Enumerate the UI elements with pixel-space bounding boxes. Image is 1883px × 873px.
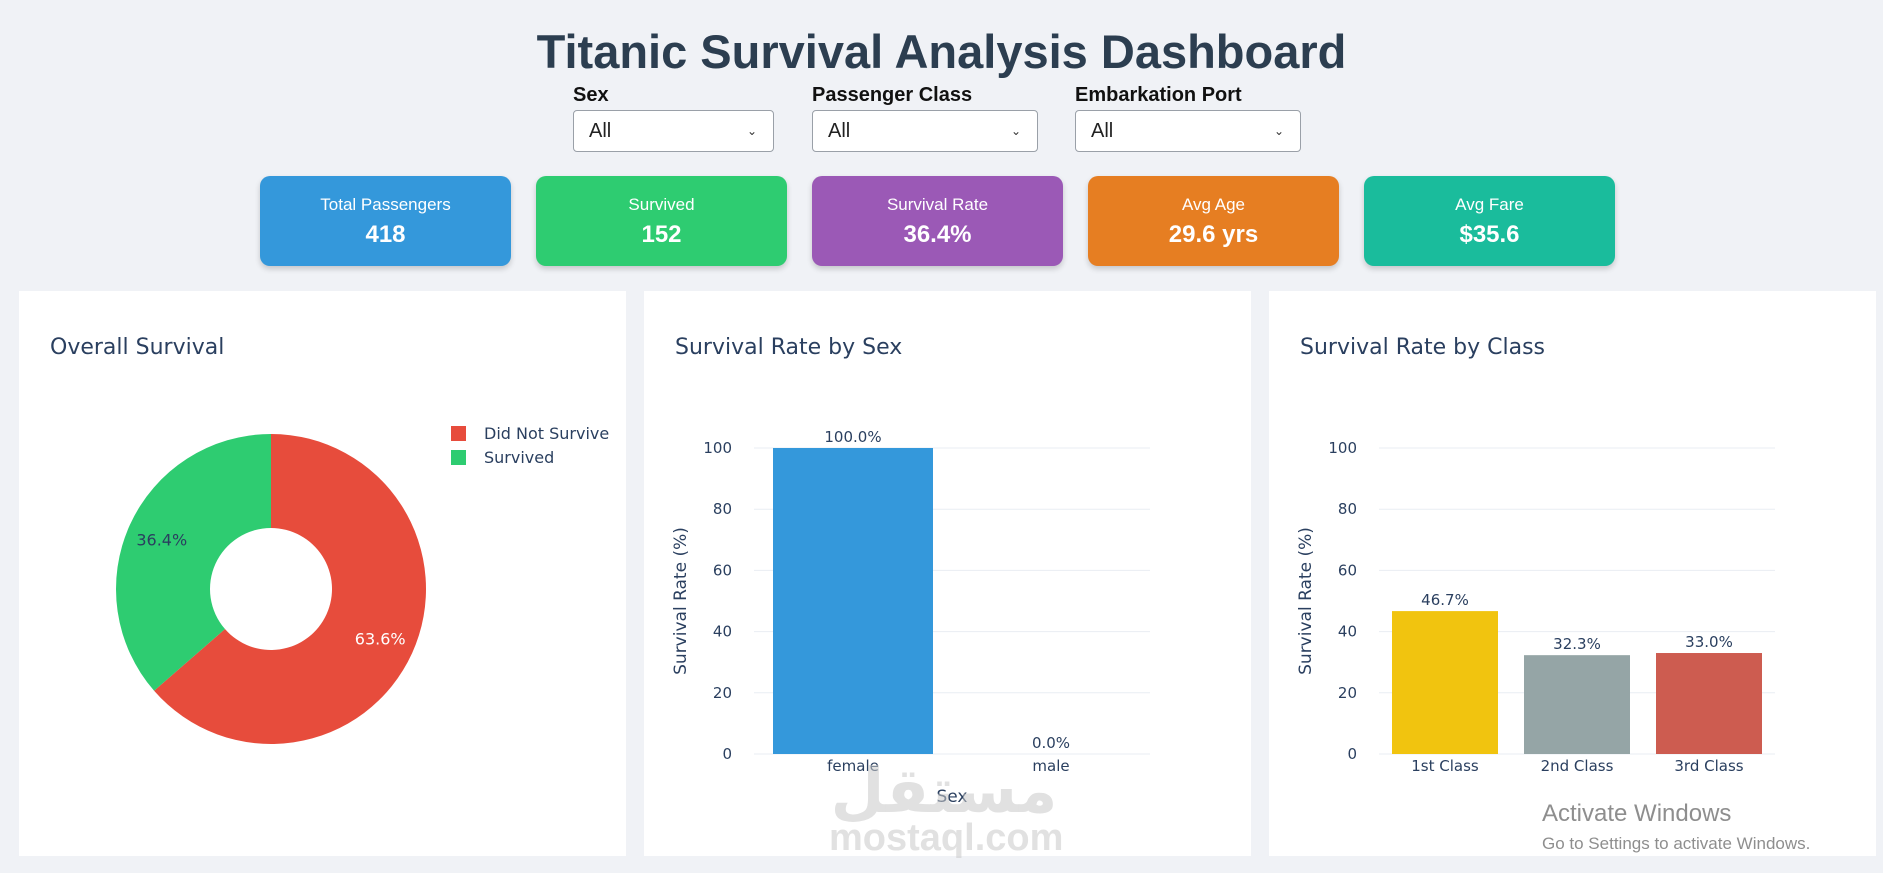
x-tick-label: 3rd Class [1674, 757, 1743, 775]
kpi-label: Survival Rate [886, 195, 989, 214]
y-tick-label: 60 [713, 561, 732, 579]
x-tick-label: female [827, 757, 879, 775]
chevron-down-icon: ⌄ [1010, 124, 1021, 138]
sex-select[interactable]: All ⌄ [573, 110, 774, 152]
legend-entry: Did Not Survive [484, 424, 609, 443]
y-tick-label: 100 [1328, 439, 1357, 457]
chevron-down-icon: ⌄ [1273, 124, 1284, 138]
kpi-label: Avg Fare [1455, 195, 1524, 214]
kpi-avg-fare: Avg Fare $35.6 [1364, 176, 1615, 266]
kpi-value: 36.4% [903, 221, 972, 248]
legend-entry: Survived [484, 448, 554, 467]
y-tick-label: 0 [1347, 745, 1357, 763]
class-filter-label: Passenger Class [812, 84, 973, 106]
kpi-label: Avg Age [1181, 195, 1246, 214]
watermark-arabic: مستقل [830, 754, 1058, 827]
bar-value-label: 32.3% [1553, 635, 1601, 653]
y-tick-label: 20 [1338, 684, 1357, 702]
class-survival-bar-chart: 0 20 40 60 80 100 46.7% 1st Class 32.3% 2nd Class… [1296, 439, 1775, 775]
port-select[interactable]: All ⌄ [1075, 110, 1301, 152]
slice-percent-label: 36.4% [136, 530, 187, 549]
bar-3rd-class [1656, 653, 1762, 754]
kpi-survival-rate: Survival Rate 36.4% [812, 176, 1063, 266]
bar-value-label: 100.0% [824, 428, 881, 446]
bar-female [773, 448, 933, 754]
y-tick-label: 40 [1338, 623, 1357, 641]
legend-swatch [451, 450, 466, 465]
y-tick-label: 20 [713, 684, 732, 702]
x-axis-title: Sex [936, 787, 967, 807]
y-tick-label: 100 [703, 439, 732, 457]
y-axis-title: Survival Rate (%) [1296, 527, 1316, 675]
kpi-value: $35.6 [1459, 221, 1520, 248]
donut-slice-survived [116, 434, 271, 691]
watermark-latin: mostaql.com [829, 817, 1064, 859]
class-select-value: All [828, 119, 851, 142]
bar-1st-class [1392, 611, 1498, 754]
chevron-down-icon: ⌄ [746, 124, 757, 138]
class-survival-card: Survival Rate by Class 0 20 40 60 80 100 46.7%… [1269, 291, 1876, 856]
x-tick-label: male [1032, 757, 1069, 775]
y-tick-label: 60 [1338, 561, 1357, 579]
kpi-value: 152 [641, 221, 682, 248]
sex-survival-card: Survival Rate by Sex 0 20 40 60 80 100 100.0% f… [644, 291, 1251, 856]
sex-select-value: All [589, 119, 612, 142]
sex-filter-label: Sex [573, 84, 609, 106]
dashboard-title: Titanic Survival Analysis Dashboard [536, 25, 1347, 78]
kpi-value: 29.6 yrs [1168, 221, 1259, 248]
bar-2nd-class [1524, 655, 1630, 754]
port-filter-label: Embarkation Port [1075, 84, 1242, 106]
y-tick-label: 80 [1338, 500, 1357, 518]
port-select-value: All [1091, 119, 1114, 142]
kpi-avg-age: Avg Age 29.6 yrs [1088, 176, 1339, 266]
kpi-label: Survived [628, 195, 695, 214]
activate-windows-notice: Activate Windows Go to Settings to activ… [1542, 800, 1810, 854]
chart-title: Overall Survival [50, 335, 225, 360]
chart-title: Survival Rate by Sex [675, 335, 903, 360]
legend-swatch [451, 426, 466, 441]
port-filter: Embarkation Port All ⌄ [1075, 84, 1301, 152]
bar-value-label: 33.0% [1685, 633, 1733, 651]
y-tick-label: 80 [713, 500, 732, 518]
x-tick-label: 1st Class [1411, 757, 1479, 775]
sex-filter: Sex All ⌄ [573, 84, 774, 152]
kpi-survived: Survived 152 [536, 176, 787, 266]
y-tick-label: 40 [713, 623, 732, 641]
mostaql-watermark: مستقل mostaql.com [829, 754, 1064, 860]
bar-value-label: 0.0% [1032, 734, 1070, 752]
slice-percent-label: 63.6% [355, 630, 406, 649]
chart-title: Survival Rate by Class [1300, 335, 1545, 360]
overall-survival-card: Overall Survival 63.6% 36.4% Did Not Survi… [19, 291, 626, 856]
donut-slice-did-not-survive [154, 434, 426, 744]
y-axis-title: Survival Rate (%) [671, 527, 691, 675]
kpi-value: 418 [365, 221, 406, 248]
x-tick-label: 2nd Class [1541, 757, 1614, 775]
activate-windows-title: Activate Windows [1542, 800, 1732, 827]
sex-survival-bar-chart: 0 20 40 60 80 100 100.0% female 0.0% male Survival… [671, 428, 1150, 807]
overall-survival-donut-chart: 63.6% 36.4% Did Not Survive Survived [116, 424, 609, 744]
y-tick-label: 0 [722, 745, 732, 763]
kpi-total-passengers: Total Passengers 418 [260, 176, 511, 266]
activate-windows-subtitle: Go to Settings to activate Windows. [1542, 834, 1811, 853]
bar-value-label: 46.7% [1421, 591, 1469, 609]
class-select[interactable]: All ⌄ [812, 110, 1038, 152]
kpi-label: Total Passengers [320, 195, 451, 214]
class-filter: Passenger Class All ⌄ [812, 84, 1038, 152]
